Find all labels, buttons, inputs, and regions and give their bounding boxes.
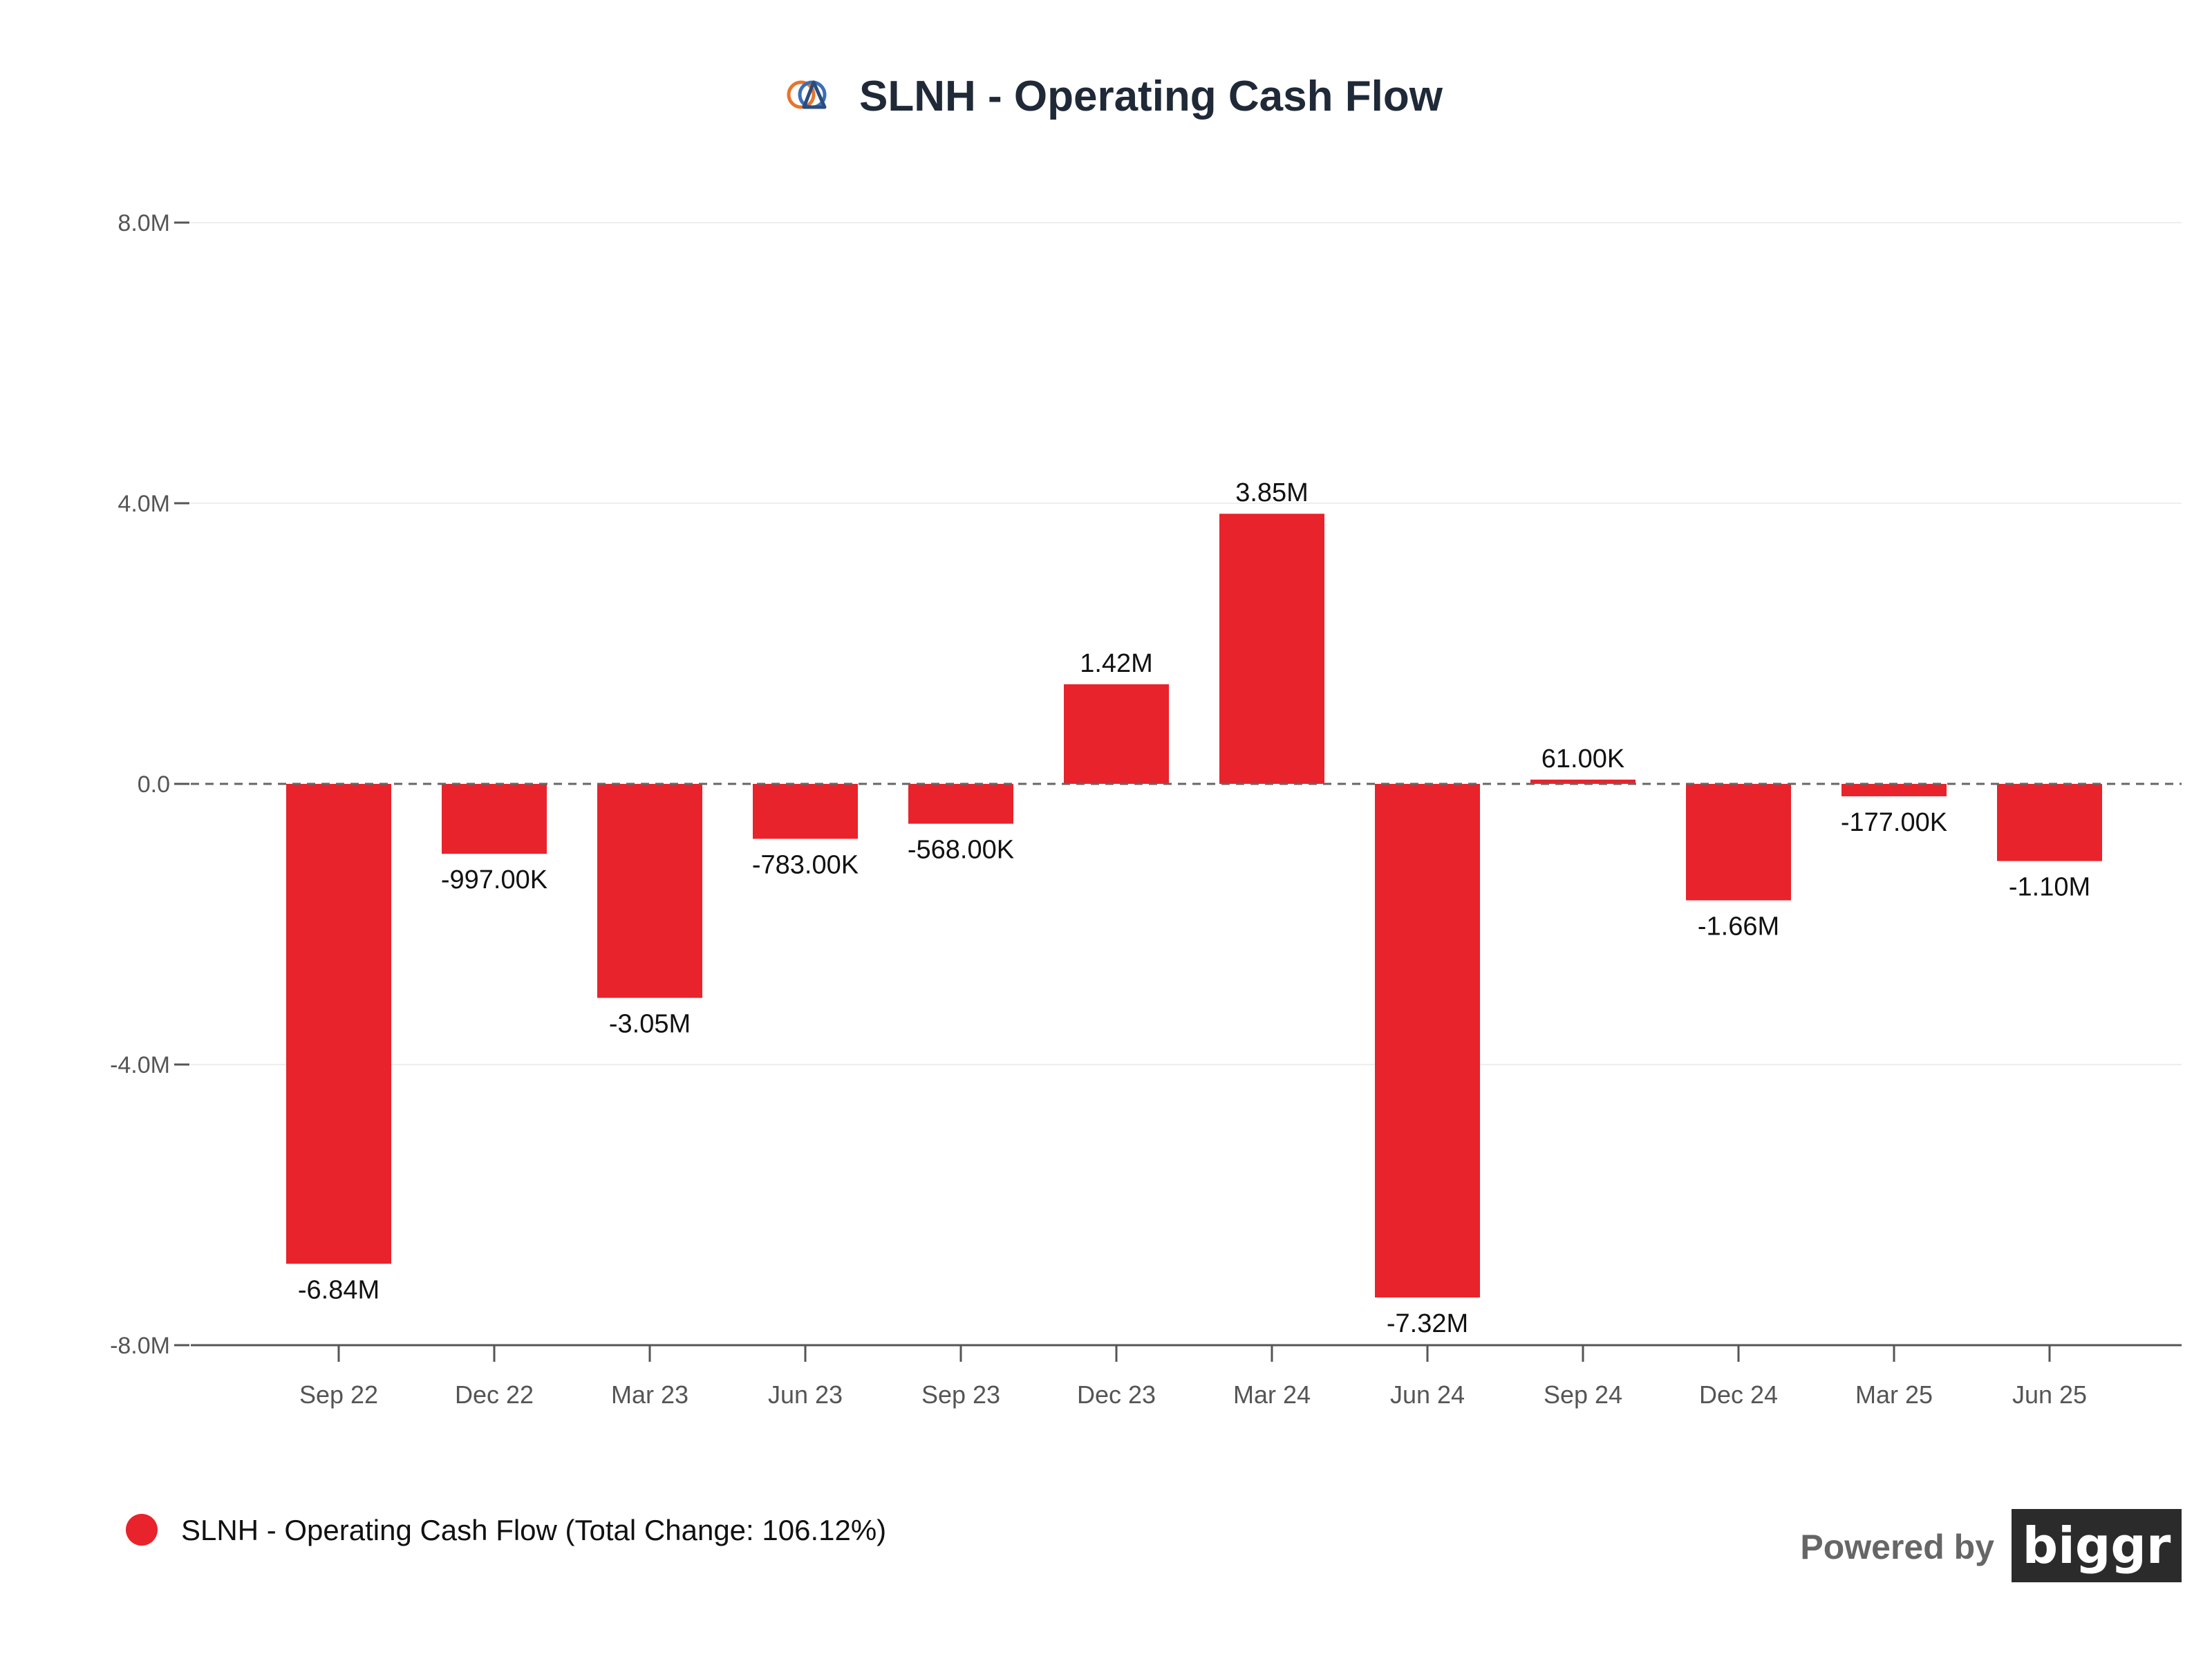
data-labels: -6.84M -997.00K -3.05M -783.00K -568.00K 1.42… (298, 478, 2090, 1338)
data-label: 3.85M (1235, 478, 1309, 507)
bar-dec-24[interactable] (1686, 784, 1791, 901)
data-label: -997.00K (441, 865, 547, 894)
data-label: 1.42M (1080, 649, 1153, 678)
powered-by-branding[interactable]: Powered by biggr (1800, 1509, 2182, 1582)
x-tick-label: Mar 25 (1855, 1380, 1933, 1409)
legend-marker (126, 1514, 158, 1546)
bar-sep-24[interactable] (1530, 779, 1635, 784)
bar-dec-22[interactable] (442, 784, 547, 854)
x-tick-label: Dec 24 (1699, 1380, 1778, 1409)
bar-sep-23[interactable] (908, 784, 1013, 824)
data-label: -3.05M (609, 1010, 691, 1039)
y-tick-label: -8.0M (110, 1333, 170, 1359)
data-label: -7.32M (1387, 1309, 1468, 1338)
x-tick-label: Dec 22 (455, 1380, 534, 1409)
bar-jun-25[interactable] (1997, 784, 2102, 861)
y-tick-label: 4.0M (118, 491, 170, 517)
x-tick-label: Sep 24 (1544, 1380, 1622, 1409)
brand-logo: biggr (2023, 1517, 2171, 1575)
data-label: -6.84M (298, 1275, 379, 1304)
bar-jun-24[interactable] (1375, 784, 1480, 1297)
x-tick-label: Jun 23 (768, 1380, 843, 1409)
bar-jun-23[interactable] (753, 784, 858, 839)
x-tick-label: Mar 24 (1233, 1380, 1311, 1409)
y-tick-label: 0.0 (138, 771, 170, 798)
y-tick-label: 8.0M (118, 210, 170, 236)
data-label: -568.00K (908, 836, 1014, 865)
chart-title: SLNH - Operating Cash Flow (859, 73, 1443, 120)
data-label: -783.00K (752, 850, 859, 879)
x-tick-label: Mar 23 (611, 1380, 688, 1409)
x-tick-label: Jun 24 (1390, 1380, 1465, 1409)
title-block: SLNH - Operating Cash Flow (787, 73, 1443, 120)
chart-logo-icon (787, 80, 827, 109)
bar-mar-25[interactable] (1841, 784, 1947, 796)
data-label: 61.00K (1541, 744, 1624, 774)
bar-mar-23[interactable] (597, 784, 702, 998)
x-tick-label: Sep 23 (921, 1380, 1000, 1409)
y-tick-label: -4.0M (110, 1052, 170, 1078)
bar-mar-24[interactable] (1219, 514, 1324, 784)
x-axis: Sep 22 Dec 22 Mar 23 Jun 23 Sep 23 Dec 23 Mar … (191, 1344, 2182, 1409)
powered-by-text: Powered by (1800, 1528, 1994, 1566)
x-tick-label: Dec 23 (1077, 1380, 1156, 1409)
legend[interactable]: SLNH - Operating Cash Flow (Total Change… (126, 1514, 886, 1546)
x-tick-label: Jun 25 (2012, 1380, 2087, 1409)
bars (286, 514, 2102, 1297)
legend-label: SLNH - Operating Cash Flow (Total Change… (181, 1514, 886, 1546)
data-label: -1.10M (2009, 873, 2090, 902)
data-label: -177.00K (1841, 808, 1947, 837)
data-label: -1.66M (1698, 912, 1779, 941)
grid-lines (191, 222, 2182, 1065)
brand-badge (2012, 1509, 2182, 1582)
bar-sep-22[interactable] (286, 784, 391, 1264)
x-tick-label: Sep 22 (299, 1380, 378, 1409)
y-axis: 8.0M 4.0M 0.0 -4.0M -8.0M (110, 210, 189, 1359)
bar-dec-23[interactable] (1064, 684, 1169, 784)
